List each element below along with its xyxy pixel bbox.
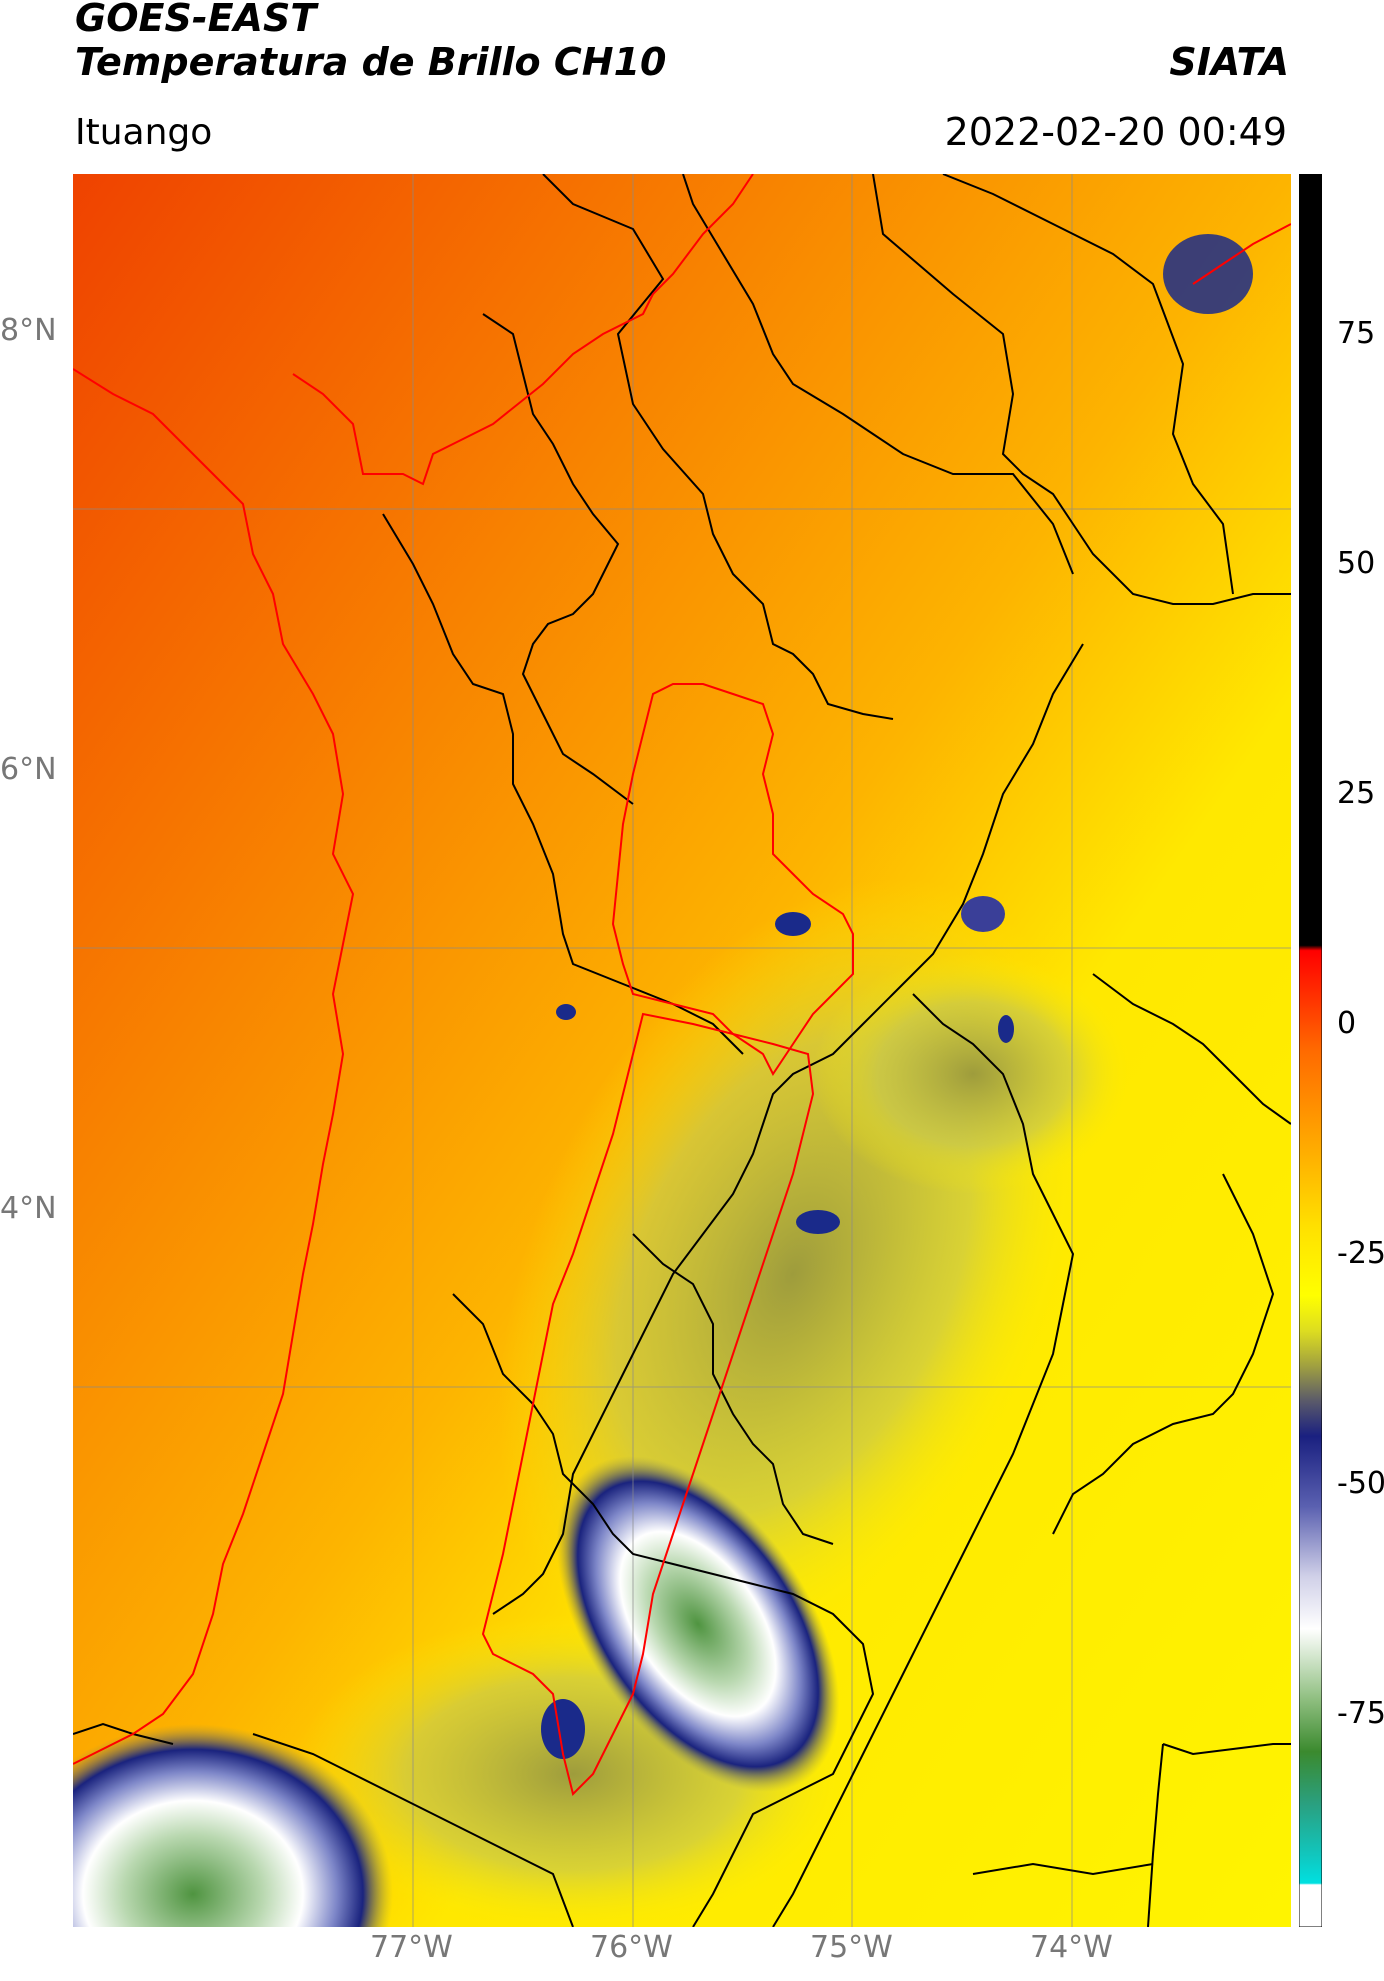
- lon-label-77w: 77°W: [370, 1930, 453, 1965]
- convective-cell-small-6: [998, 1015, 1014, 1043]
- colorbar-tick-minus25: -25: [1337, 1236, 1384, 1271]
- convective-cell-small-5: [556, 1004, 576, 1020]
- colorbar-tick-50: 50: [1337, 546, 1376, 581]
- map-panel[interactable]: [0, 173, 1292, 1981]
- timestamp-label: 2022-02-20 00:49: [944, 110, 1287, 154]
- coastline-and-basin: [72, 173, 1292, 1796]
- convective-cell-main: [556, 1456, 840, 1792]
- convective-cell-small-4: [541, 1699, 585, 1759]
- convective-cell-small-2: [796, 1210, 840, 1234]
- cloud-region-east: [813, 954, 1133, 1194]
- lon-label-74w: 74°W: [1030, 1930, 1113, 1965]
- lat-label-6n: 6°N: [0, 752, 57, 787]
- colorbar-panel: [1298, 173, 1323, 1928]
- lon-label-76w: 76°W: [590, 1930, 673, 1965]
- satellite-map[interactable]: [0, 173, 1292, 1981]
- colorbar-tick-75: 75: [1337, 316, 1376, 351]
- colorbar: [1298, 173, 1323, 1928]
- colorbar-tick-0: 0: [1337, 1006, 1357, 1041]
- colorbar-tick-minus75: -75: [1337, 1696, 1384, 1731]
- institution-label: SIATA: [1169, 40, 1289, 84]
- title-line-1: GOES-EAST: [75, 0, 317, 40]
- location-label: Ituango: [75, 112, 213, 153]
- lat-label-8n: 8°N: [0, 313, 57, 348]
- title-line-2: Temperatura de Brillo CH10: [75, 40, 667, 84]
- convective-cell-small-3: [961, 896, 1005, 932]
- convective-cell-small-1: [775, 912, 811, 936]
- lat-label-4n: 4°N: [0, 1191, 57, 1226]
- convective-cell-southwest: [0, 1724, 393, 1981]
- colorbar-fill: [1298, 173, 1323, 1928]
- colorbar-tick-25: 25: [1337, 776, 1376, 811]
- admin-borders: [72, 173, 1292, 1928]
- lon-label-75w: 75°W: [810, 1930, 893, 1965]
- colorbar-tick-minus50: -50: [1337, 1466, 1384, 1501]
